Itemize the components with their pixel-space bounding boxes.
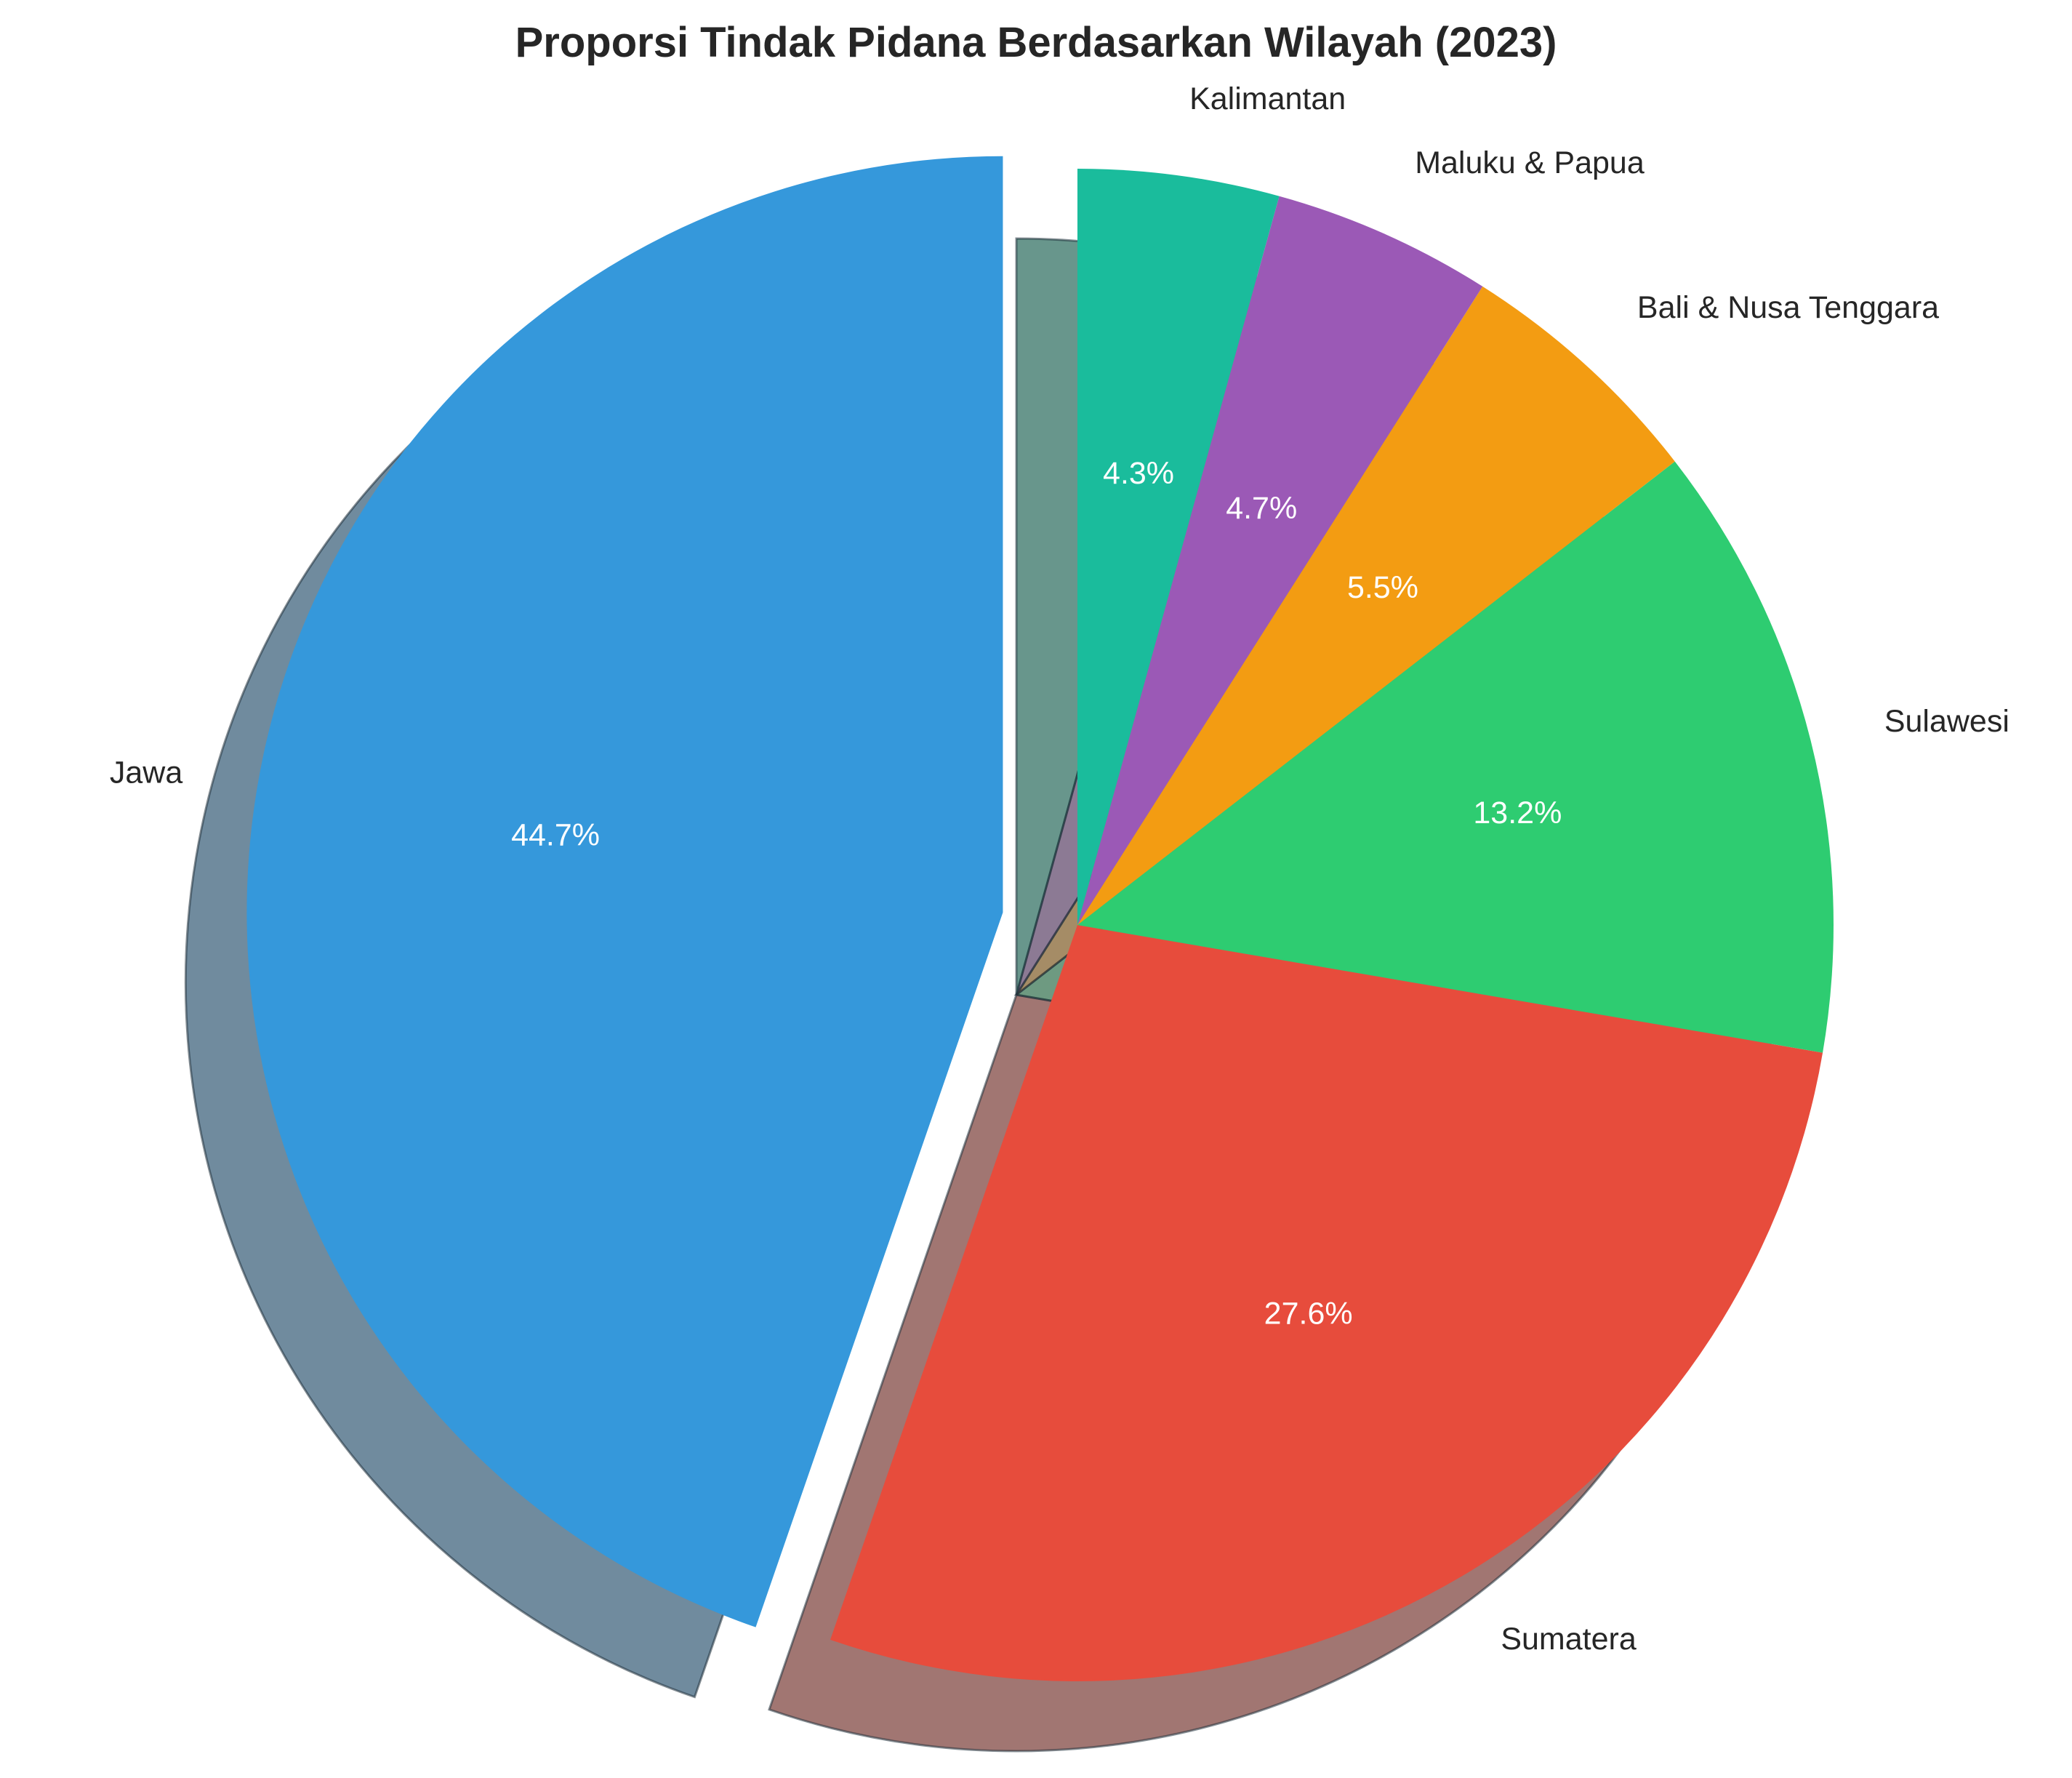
slice-label-maluku-and-papua: Maluku & Papua (1415, 145, 1645, 180)
pie-slice-jawa (246, 156, 1003, 1627)
pie-slice-sulawesi (1077, 461, 1834, 1053)
percent-label-kalimantan: 4.3% (1103, 456, 1174, 491)
pie-slice-sumatera (830, 925, 1823, 1681)
slice-label-kalimantan: Kalimantan (1189, 81, 1346, 116)
slice-layer (246, 156, 1834, 1681)
percent-label-sumatera: 27.6% (1264, 1296, 1353, 1331)
slice-label-jawa: Jawa (110, 756, 182, 790)
slice-label-sumatera: Sumatera (1501, 1622, 1637, 1657)
slice-label-sulawesi: Sulawesi (1884, 704, 2009, 739)
pie-slice-kalimantan (1077, 169, 1280, 925)
slice-label-bali-and-nusa-tenggara: Bali & Nusa Tenggara (1637, 290, 1939, 325)
chart-title: Proporsi Tindak Pidana Berdasarkan Wilay… (515, 19, 1557, 66)
label-layer: Jawa 44.7% Sumatera 27.6% Sulawesi 13.2% Bali … (110, 81, 2009, 1657)
percent-label-jawa: 44.7% (511, 818, 600, 853)
pie-slice-bali-and-nusa-tenggara (1077, 286, 1675, 926)
percent-label-maluku-and-papua: 4.7% (1226, 491, 1297, 526)
percent-label-sulawesi: 13.2% (1473, 796, 1562, 830)
pie-slice-maluku-and-papua (1077, 196, 1483, 925)
percent-label-bali-and-nusa-tenggara: 5.5% (1347, 570, 1418, 605)
